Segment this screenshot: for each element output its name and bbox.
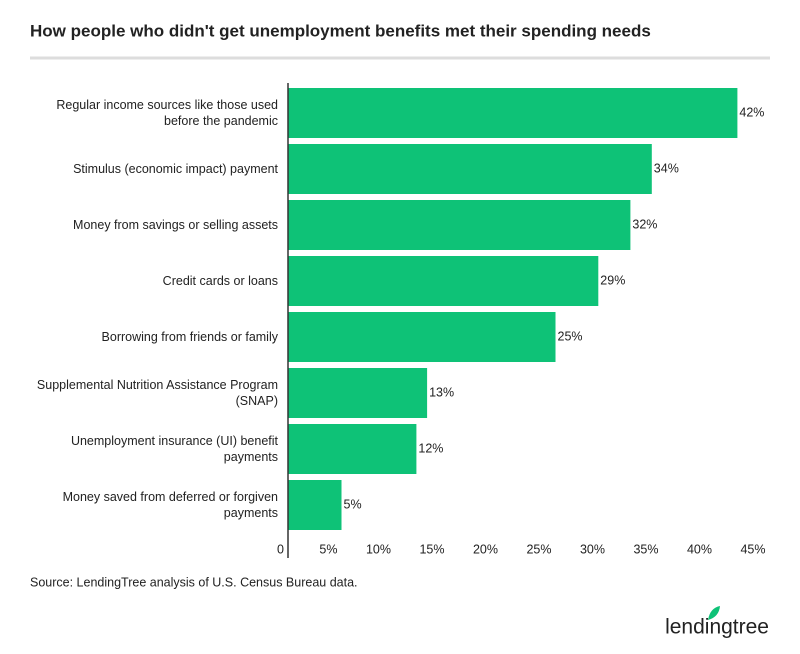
value-label: 12% (418, 441, 443, 455)
x-tick-label: 30% (580, 542, 605, 556)
bar (288, 88, 738, 138)
logo-leaf (708, 606, 720, 620)
category-label: Stimulus (economic impact) payment (73, 162, 278, 176)
value-label: 5% (344, 497, 362, 511)
value-label: 32% (632, 217, 657, 231)
x-tick-label: 25% (526, 542, 551, 556)
x-tick-label: 40% (687, 542, 712, 556)
x-tick-label: 15% (419, 542, 444, 556)
category-label: Money saved from deferred or forgiven pa… (62, 490, 278, 520)
bar (288, 424, 417, 474)
value-label: 29% (600, 273, 625, 287)
category-label: Money from savings or selling assets (73, 218, 278, 232)
x-tick-label: 5% (319, 542, 337, 556)
x-tick-label: 10% (366, 542, 391, 556)
bar (288, 480, 342, 530)
value-label: 13% (429, 385, 454, 399)
chart-title: How people who didn't get unemployment b… (30, 21, 651, 40)
source: Source: LendingTree analysis of U.S. Cen… (30, 575, 358, 589)
bar (288, 368, 428, 418)
category-label: Credit cards or loans (162, 274, 278, 288)
value-label: 25% (558, 329, 583, 343)
bar (288, 200, 631, 250)
x-tick-label: 0 (277, 542, 284, 556)
category-label: Regular income sources like those used b… (56, 98, 278, 128)
category-label: Borrowing from friends or family (101, 330, 278, 344)
bar (288, 256, 599, 306)
category-label: Supplemental Nutrition Assistance Progra… (36, 378, 278, 408)
x-tick-label: 45% (740, 542, 765, 556)
logo: lendingtree (665, 616, 769, 639)
x-tick-label: 35% (633, 542, 658, 556)
bar (288, 144, 652, 194)
value-label: 34% (654, 161, 679, 175)
value-label: 42% (739, 105, 764, 119)
bar (288, 312, 556, 362)
x-tick-label: 20% (473, 542, 498, 556)
category-label: Unemployment insurance (UI) benefit paym… (70, 434, 278, 464)
